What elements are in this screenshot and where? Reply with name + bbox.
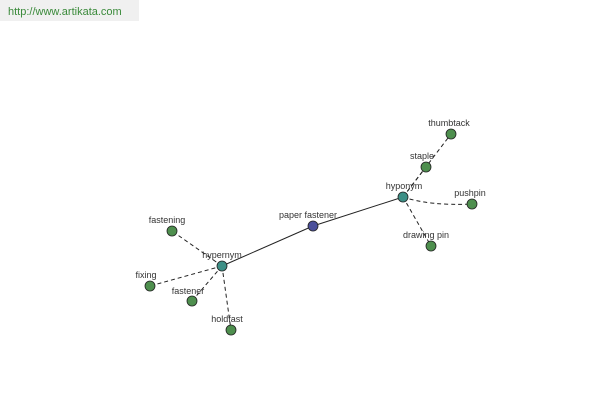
node <box>216 260 228 272</box>
edge <box>402 196 473 205</box>
nodes <box>144 128 478 336</box>
node-label: staple <box>410 151 434 161</box>
labels: paper fastener hypernym hyponym fastenin… <box>135 118 485 324</box>
edge <box>171 230 223 267</box>
edges <box>149 133 473 331</box>
node-label: fixing <box>135 270 156 280</box>
node-label: pushpin <box>454 188 486 198</box>
node-label: hypernym <box>202 250 242 260</box>
node-label: fastening <box>149 215 186 225</box>
node-label: thumbtack <box>428 118 470 128</box>
node-label: paper fastener <box>279 210 337 220</box>
edge <box>402 166 427 198</box>
node <box>186 295 198 307</box>
edge <box>402 133 452 198</box>
node <box>466 198 478 210</box>
edge <box>191 265 223 302</box>
node-label: holdfast <box>211 314 243 324</box>
node <box>420 161 432 173</box>
node-label: drawing pin <box>403 230 449 240</box>
node <box>307 220 319 232</box>
edge <box>221 265 232 331</box>
node <box>445 128 457 140</box>
node <box>144 280 156 292</box>
edge <box>149 265 223 287</box>
url: http://www.artikata.com <box>8 6 122 18</box>
node <box>166 225 178 237</box>
node <box>425 240 437 252</box>
node <box>225 324 237 336</box>
node-label: fastener <box>172 286 205 296</box>
edge <box>221 225 314 267</box>
edge <box>402 196 432 247</box>
node-label: hyponym <box>386 181 423 191</box>
url-banner <box>0 0 139 21</box>
edge <box>312 196 404 227</box>
node <box>397 191 409 203</box>
